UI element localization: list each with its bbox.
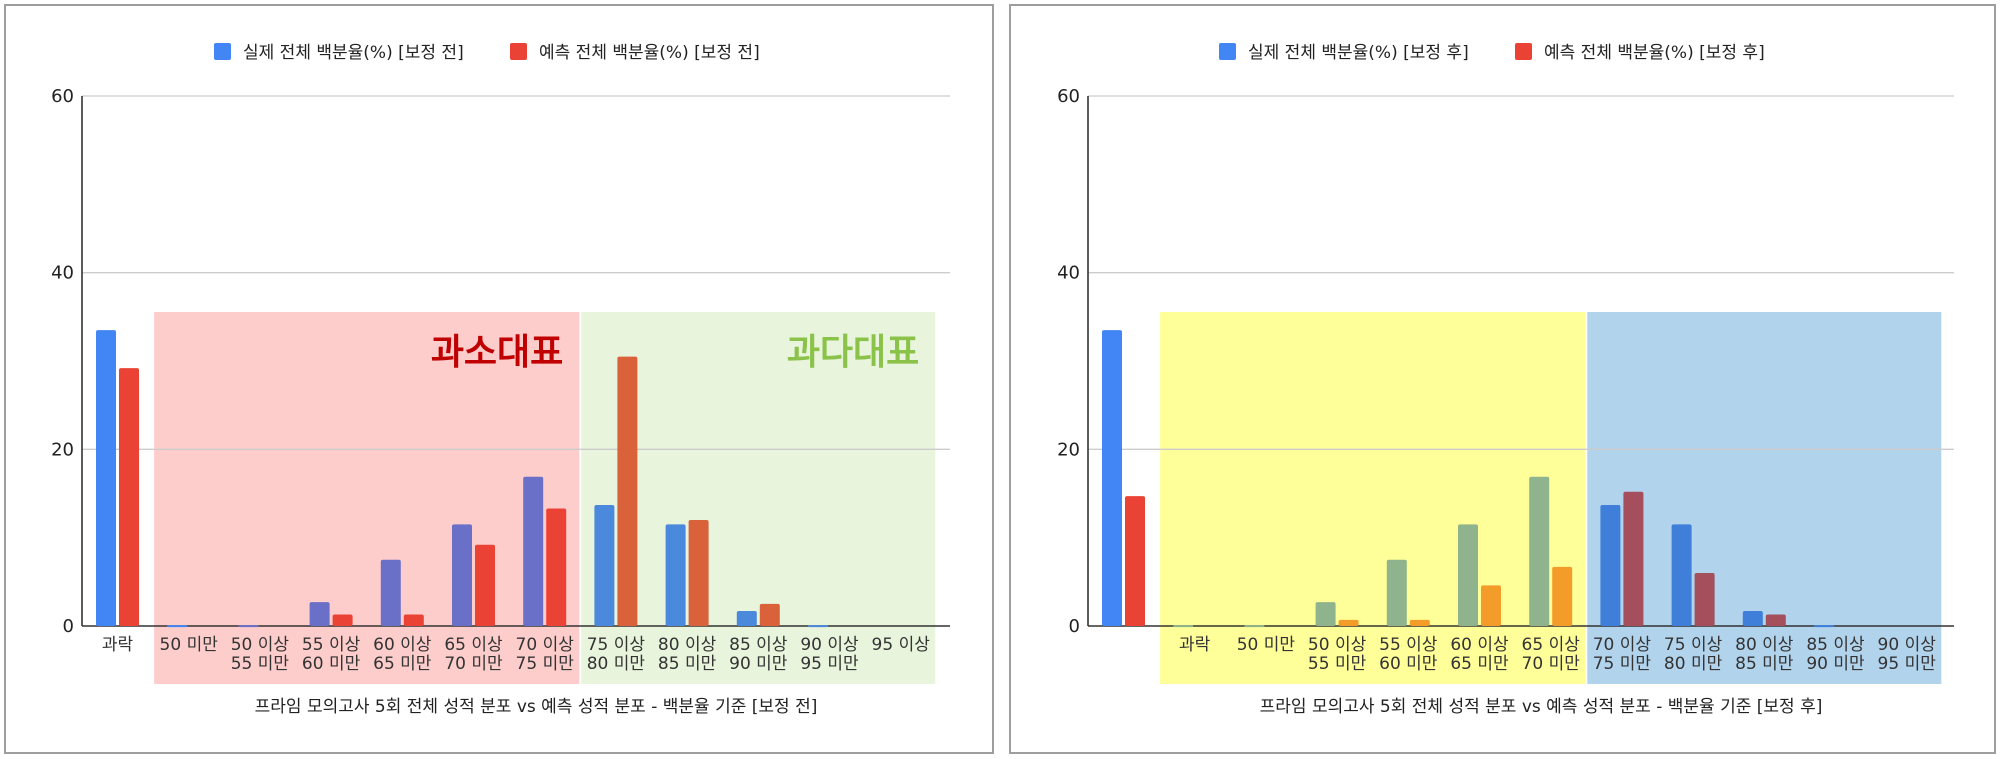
bar-actual <box>1315 602 1336 626</box>
x-tick-label: 60 이상 65 미만 <box>1450 635 1509 674</box>
bar-predicted <box>1409 619 1430 626</box>
bar-actual <box>1671 524 1692 626</box>
highlight-region <box>1160 312 1586 684</box>
chart-before: 과소대표 과다대표 0 20 40 60 과락 50 미만 50 이상 55 미만 55 이상 60 … <box>4 4 994 754</box>
y-tick-label: 20 <box>1057 439 1080 460</box>
y-tick-label: 60 <box>51 86 74 107</box>
bar-actual <box>1742 610 1763 626</box>
x-tick-label: 80 이상 85 미만 <box>1735 635 1794 674</box>
legend-label-predicted: 예측 전체 백분율(%) [보정 전] <box>539 43 760 63</box>
bar-actual <box>1102 330 1122 626</box>
x-tick-label: 70 이상 75 미만 <box>516 635 575 674</box>
bar-actual <box>452 524 472 626</box>
bar-actual <box>1458 524 1478 626</box>
x-tick-label: 50 미만 <box>1237 635 1296 655</box>
y-tick-label: 40 <box>51 263 74 284</box>
x-tick-label: 50 이상 55 미만 <box>1308 635 1367 674</box>
legend-label-actual: 실제 전체 백분율(%) [보정 전] <box>243 43 464 63</box>
bar-actual <box>1386 559 1407 626</box>
x-tick-label: 65 이상 70 미만 <box>444 635 503 674</box>
bar-actual <box>736 610 757 626</box>
x-tick-label: 80 이상 85 미만 <box>658 635 717 674</box>
bar-predicted <box>688 520 709 626</box>
bar-actual <box>523 476 544 626</box>
x-tick-label: 95 이상 <box>872 635 931 655</box>
bar-predicted <box>1338 619 1359 626</box>
bar-actual <box>665 524 686 626</box>
bar-predicted <box>1694 573 1715 626</box>
bar-actual <box>1600 504 1621 626</box>
y-tick-label: 0 <box>63 616 74 637</box>
x-tick-label: 85 이상 90 미만 <box>1806 635 1865 674</box>
bar-actual <box>380 559 401 626</box>
bar-actual <box>238 625 259 628</box>
region-label: 과소대표 <box>431 332 563 373</box>
x-tick-label: 65 이상 70 미만 <box>1522 635 1581 674</box>
bar-predicted <box>1125 496 1145 626</box>
bar-predicted <box>403 614 424 626</box>
bar-actual <box>167 625 188 628</box>
x-tick-label: 50 이상 55 미만 <box>231 635 290 674</box>
bar-actual <box>96 330 116 626</box>
x-tick-label: 55 이상 60 미만 <box>302 635 361 674</box>
bar-predicted <box>1623 491 1644 626</box>
highlight-region <box>154 312 580 684</box>
x-tick-label: 과락 <box>102 635 134 655</box>
bar-predicted <box>759 603 780 626</box>
legend-label-actual: 실제 전체 백분율(%) [보정 후] <box>1248 43 1469 63</box>
chart-panel-before: 과소대표 과다대표 0 20 40 60 과락 50 미만 50 이상 55 미만 55 이상 60 … <box>4 4 994 754</box>
bar-predicted <box>475 544 495 626</box>
chart-after: 0 20 40 60 과락 50 미만 50 이상 55 미만 55 이상 60 미만 60 이상 6… <box>1009 4 1996 754</box>
x-tick-label: 55 이상 60 미만 <box>1379 635 1438 674</box>
bar-actual <box>309 602 330 626</box>
bar-predicted <box>1552 566 1573 626</box>
x-tick-label: 과락 <box>1179 635 1211 655</box>
region-label: 과다대표 <box>787 332 919 373</box>
x-tick-label: 75 이상 80 미만 <box>1664 635 1723 674</box>
highlight-region <box>1587 312 1942 684</box>
legend-swatch-actual <box>1219 43 1236 60</box>
legend-swatch-predicted <box>1515 43 1532 60</box>
legend-swatch-actual <box>214 43 231 60</box>
bar-predicted <box>119 368 139 626</box>
y-tick-label: 20 <box>51 439 74 460</box>
bar-actual <box>1244 625 1265 628</box>
highlight-region <box>581 312 936 684</box>
legend-label-predicted: 예측 전체 백분율(%) [보정 후] <box>1544 43 1765 63</box>
x-tick-label: 85 이상 90 미만 <box>729 635 788 674</box>
bar-predicted <box>617 356 638 626</box>
x-tick-label: 60 이상 65 미만 <box>373 635 432 674</box>
y-tick-label: 0 <box>1069 616 1080 637</box>
bar-predicted <box>1481 585 1501 626</box>
x-tick-label: 70 이상 75 미만 <box>1593 635 1652 674</box>
y-tick-label: 40 <box>1057 263 1080 284</box>
bar-predicted <box>1765 614 1786 626</box>
bar-predicted <box>546 508 567 626</box>
bar-actual <box>594 504 615 626</box>
x-tick-label: 90 이상 95 미만 <box>1878 635 1937 674</box>
bar-actual <box>1814 625 1834 628</box>
x-axis-title: 프라임 모의고사 5회 전체 성적 분포 vs 예측 성적 분포 - 백분율 기… <box>1260 697 1823 717</box>
bar-actual <box>1529 476 1550 626</box>
bar-predicted <box>332 614 353 626</box>
y-tick-label: 60 <box>1057 86 1080 107</box>
bar-actual <box>1173 625 1194 628</box>
chart-panel-after: 0 20 40 60 과락 50 미만 50 이상 55 미만 55 이상 60 미만 60 이상 6… <box>1005 0 2000 759</box>
legend-swatch-predicted <box>510 43 527 60</box>
bar-actual <box>808 625 828 628</box>
x-tick-label: 90 이상 95 미만 <box>800 635 859 674</box>
x-tick-label: 50 미만 <box>160 635 219 655</box>
x-axis-title: 프라임 모의고사 5회 전체 성적 분포 vs 예측 성적 분포 - 백분율 기… <box>255 697 818 717</box>
x-tick-label: 75 이상 80 미만 <box>587 635 646 674</box>
